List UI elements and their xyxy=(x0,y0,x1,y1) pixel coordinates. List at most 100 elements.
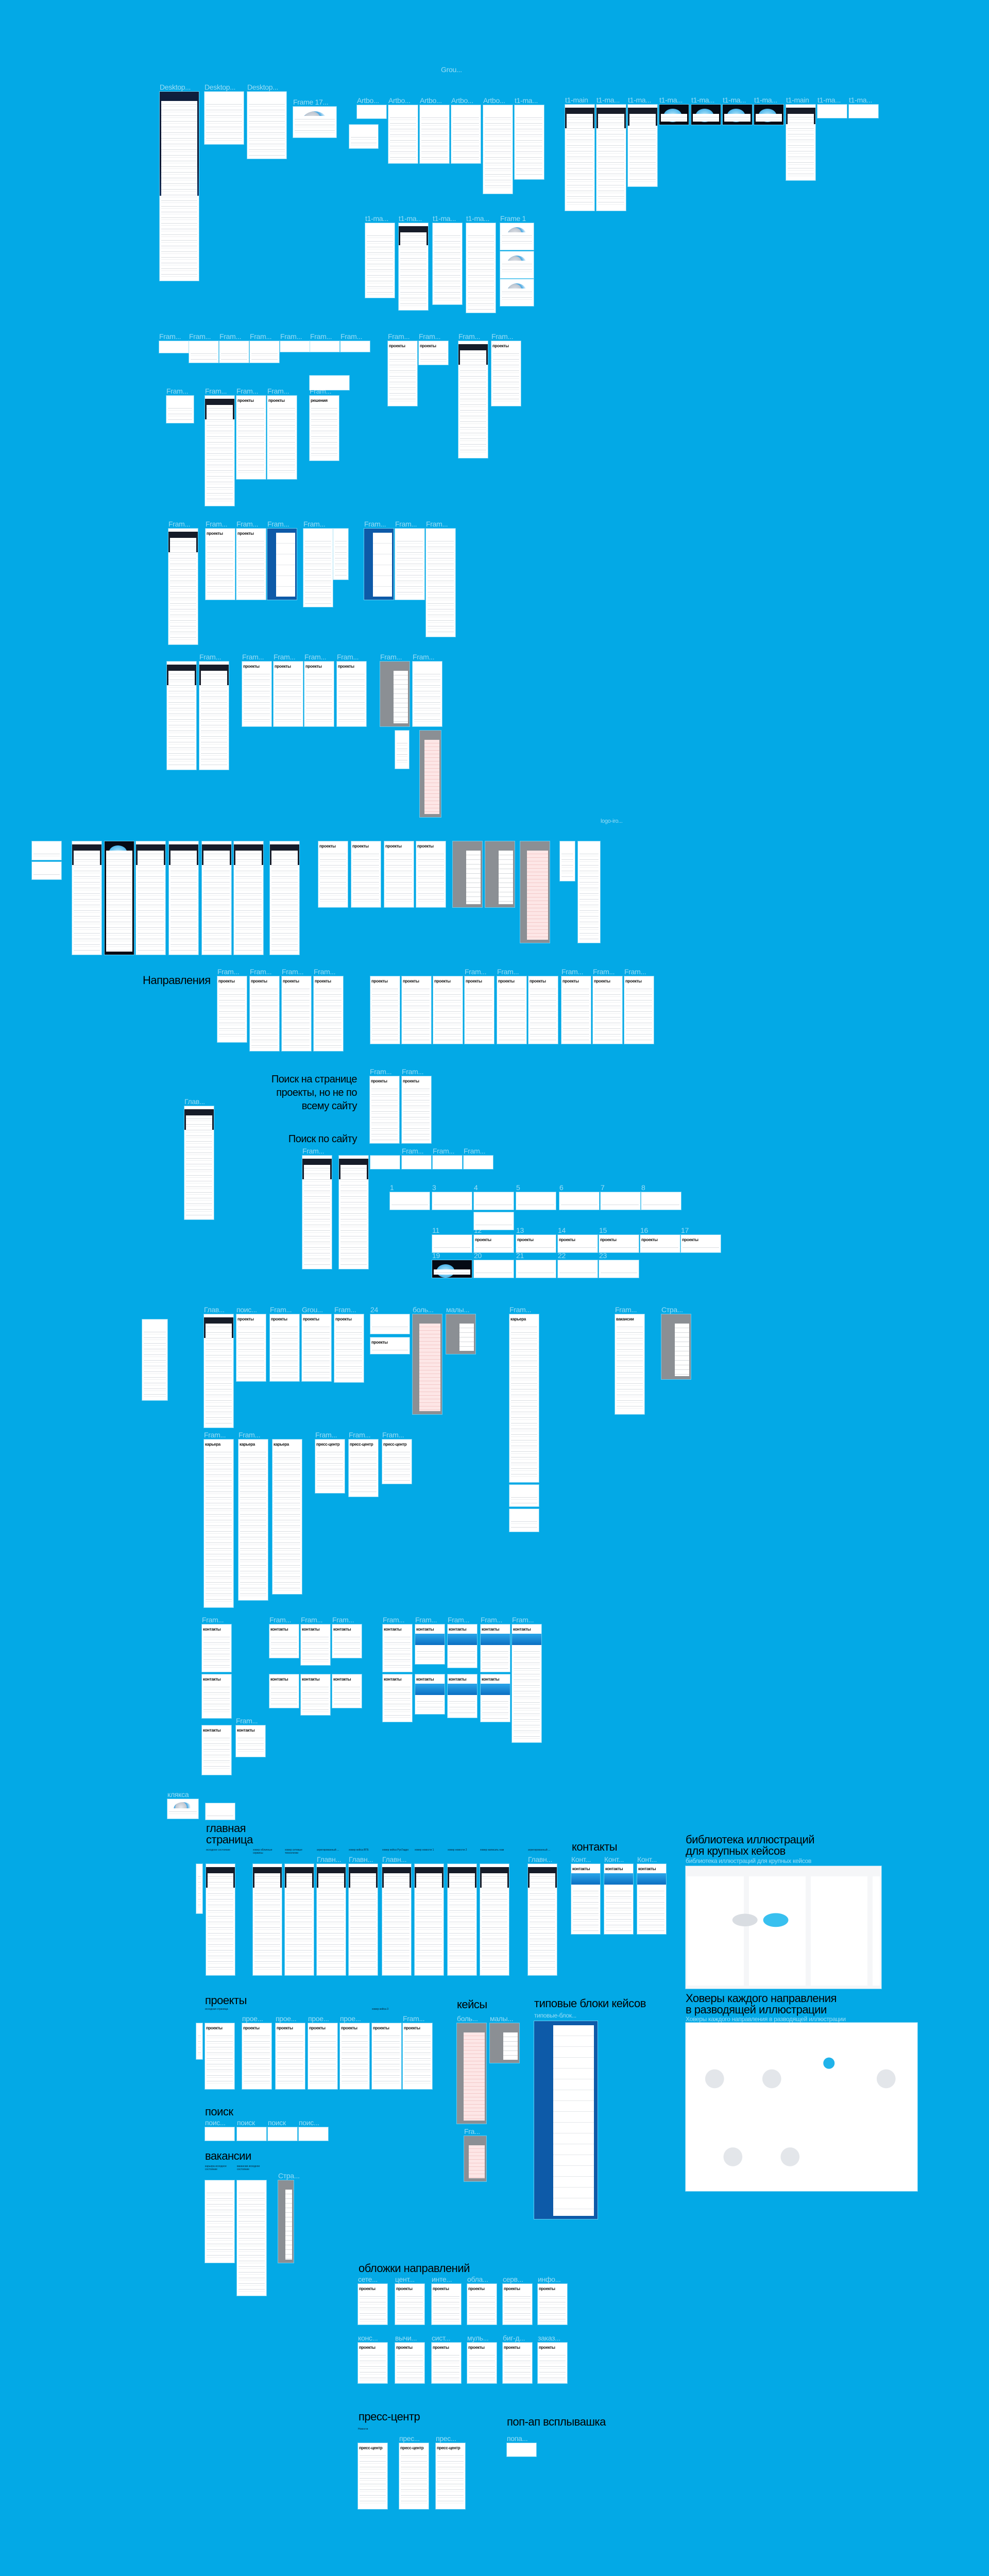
frame-top[interactable] xyxy=(691,105,721,125)
frame-label[interactable]: Fram... xyxy=(282,968,304,976)
frame-label[interactable]: Fram... xyxy=(349,1431,371,1439)
frame-top[interactable] xyxy=(293,107,336,138)
frame-label[interactable]: 22 xyxy=(558,1251,566,1260)
frame-row3[interactable] xyxy=(340,341,370,352)
frame-label[interactable]: серв... xyxy=(503,2275,523,2283)
frame-row8[interactable] xyxy=(142,1319,167,1400)
frame-label[interactable]: t1-ma... xyxy=(628,96,652,104)
frame-top[interactable] xyxy=(849,105,878,118)
frame-row3[interactable] xyxy=(189,341,218,363)
frame-label[interactable]: Fram... xyxy=(302,1147,325,1155)
frame-label[interactable]: Fram... xyxy=(205,387,227,395)
frame-search[interactable] xyxy=(268,2127,297,2141)
frame-label[interactable]: Frame 17... xyxy=(293,98,329,106)
frame-label[interactable]: Fram... xyxy=(219,332,242,341)
frame-label[interactable]: t1-ma... xyxy=(433,214,456,223)
frame-row9[interactable]: карьера xyxy=(272,1439,302,1594)
frame-label[interactable]: Fram... xyxy=(481,1616,503,1624)
frame-projects[interactable]: проекты xyxy=(403,2023,432,2089)
frame-row9[interactable]: пресс-центр xyxy=(382,1439,412,1484)
figma-canvas[interactable]: Desktop... Desktop... Desktop... Frame 17..… xyxy=(0,0,989,2519)
frame-row2[interactable] xyxy=(500,279,534,306)
frame-label[interactable]: 1 xyxy=(390,1183,394,1192)
frame-label[interactable]: боль... xyxy=(457,2014,478,2023)
frame-top[interactable] xyxy=(754,105,783,125)
frame-label[interactable]: Конт... xyxy=(604,1855,624,1863)
frame-press[interactable]: пресс-центр xyxy=(436,2443,465,2509)
frame-top[interactable] xyxy=(817,105,847,118)
frame-directions[interactable]: проекты xyxy=(217,976,247,1042)
frame-row4[interactable] xyxy=(310,376,349,390)
frame-contacts-rows[interactable]: контакты xyxy=(301,1674,330,1715)
frame-label[interactable]: 8 xyxy=(641,1183,645,1192)
frame-label[interactable]: попа... xyxy=(507,2434,528,2443)
frame-label[interactable]: Fram... xyxy=(304,653,327,661)
frame-label[interactable]: 24 xyxy=(370,1306,378,1314)
frame-search-projects[interactable]: проекты xyxy=(370,1076,399,1143)
frame-label[interactable]: 23 xyxy=(599,1251,607,1260)
frame-label[interactable]: 21 xyxy=(516,1251,524,1260)
frame-cases[interactable] xyxy=(457,2023,486,2124)
frame-row7[interactable]: проекты xyxy=(351,841,381,907)
frame-label[interactable]: поис... xyxy=(299,2119,319,2127)
frame-label[interactable]: Fram... xyxy=(593,968,615,976)
frame-contacts-rows[interactable]: контакты xyxy=(448,1674,477,1718)
frame-search[interactable] xyxy=(237,2127,266,2141)
frame-search-site[interactable] xyxy=(370,1156,400,1169)
frame-home[interactable] xyxy=(480,1864,509,1975)
frame-search[interactable] xyxy=(299,2127,328,2141)
frame-covers[interactable]: проекты xyxy=(503,2284,532,2325)
frame-label[interactable]: Fram... xyxy=(217,968,240,976)
frame-covers[interactable]: проекты xyxy=(395,2343,424,2383)
frame-row8[interactable]: проекты xyxy=(270,1314,299,1381)
frame-row5[interactable] xyxy=(267,529,297,600)
frame-row4[interactable]: проекты xyxy=(267,396,297,479)
frame-row9[interactable]: карьера xyxy=(204,1439,233,1607)
frame-row8[interactable] xyxy=(204,1314,233,1428)
frame-label[interactable]: t1-ma... xyxy=(723,96,746,104)
frame-row8[interactable]: проекты xyxy=(302,1314,331,1381)
frame-row5[interactable] xyxy=(426,529,455,637)
frame-contacts-rows[interactable]: контакты xyxy=(269,1674,299,1708)
frame-label[interactable]: Fram... xyxy=(310,332,332,341)
frame-label[interactable]: Frame 1 xyxy=(500,214,526,223)
frame-row3[interactable] xyxy=(159,341,189,353)
frame-row6[interactable]: проекты xyxy=(242,662,271,726)
frame-top[interactable] xyxy=(628,105,657,187)
frame-label[interactable]: 16 xyxy=(640,1226,648,1234)
frame-label[interactable]: инфо... xyxy=(538,2275,561,2283)
frame-label[interactable]: Fram... xyxy=(458,332,481,341)
frame-label[interactable]: Fram... xyxy=(337,653,359,661)
frame-row3[interactable] xyxy=(458,341,488,458)
frame-library[interactable] xyxy=(686,1866,881,1989)
frame-row8[interactable] xyxy=(446,1314,475,1354)
frame-directions[interactable]: проекты xyxy=(402,976,431,1044)
frame-label[interactable]: Fram... xyxy=(413,653,435,661)
frame-label[interactable]: цент... xyxy=(395,2275,415,2283)
frame-label[interactable]: t1-ma... xyxy=(466,214,490,223)
frame-top[interactable] xyxy=(515,105,544,179)
frame-covers[interactable]: проекты xyxy=(467,2284,497,2325)
frame-contacts-rows[interactable]: контакты xyxy=(383,1624,412,1672)
frame-row7[interactable] xyxy=(270,841,299,955)
frame-label[interactable]: Artbo... xyxy=(451,96,473,105)
frame-row4[interactable]: решения xyxy=(310,396,339,461)
frame-numbered[interactable] xyxy=(601,1192,640,1210)
frame-label[interactable]: t1-ma... xyxy=(691,96,715,104)
frame-label[interactable]: Fram... xyxy=(238,1431,261,1439)
frame-search-site[interactable] xyxy=(302,1156,332,1269)
frame-label[interactable]: t1-ma... xyxy=(399,214,422,223)
frame-label[interactable]: Fram... xyxy=(388,332,410,341)
frame-label[interactable]: t1-ma... xyxy=(515,96,538,105)
frame-label[interactable]: t1-ma... xyxy=(849,96,873,104)
frame-contacts-rows[interactable]: контакты xyxy=(448,1624,477,1668)
frame-hovers[interactable] xyxy=(686,2023,917,2191)
frame-label[interactable]: Главн... xyxy=(382,1855,407,1863)
frame-covers[interactable]: проекты xyxy=(358,2284,387,2325)
frame-label[interactable]: t1-ma... xyxy=(596,96,620,104)
frame-label[interactable]: Fram... xyxy=(403,2014,425,2023)
frame-search-site[interactable] xyxy=(433,1156,462,1169)
frame-row7[interactable] xyxy=(485,841,515,907)
frame-row7[interactable]: проекты xyxy=(318,841,348,907)
frame-label[interactable]: Fram... xyxy=(402,1147,424,1155)
